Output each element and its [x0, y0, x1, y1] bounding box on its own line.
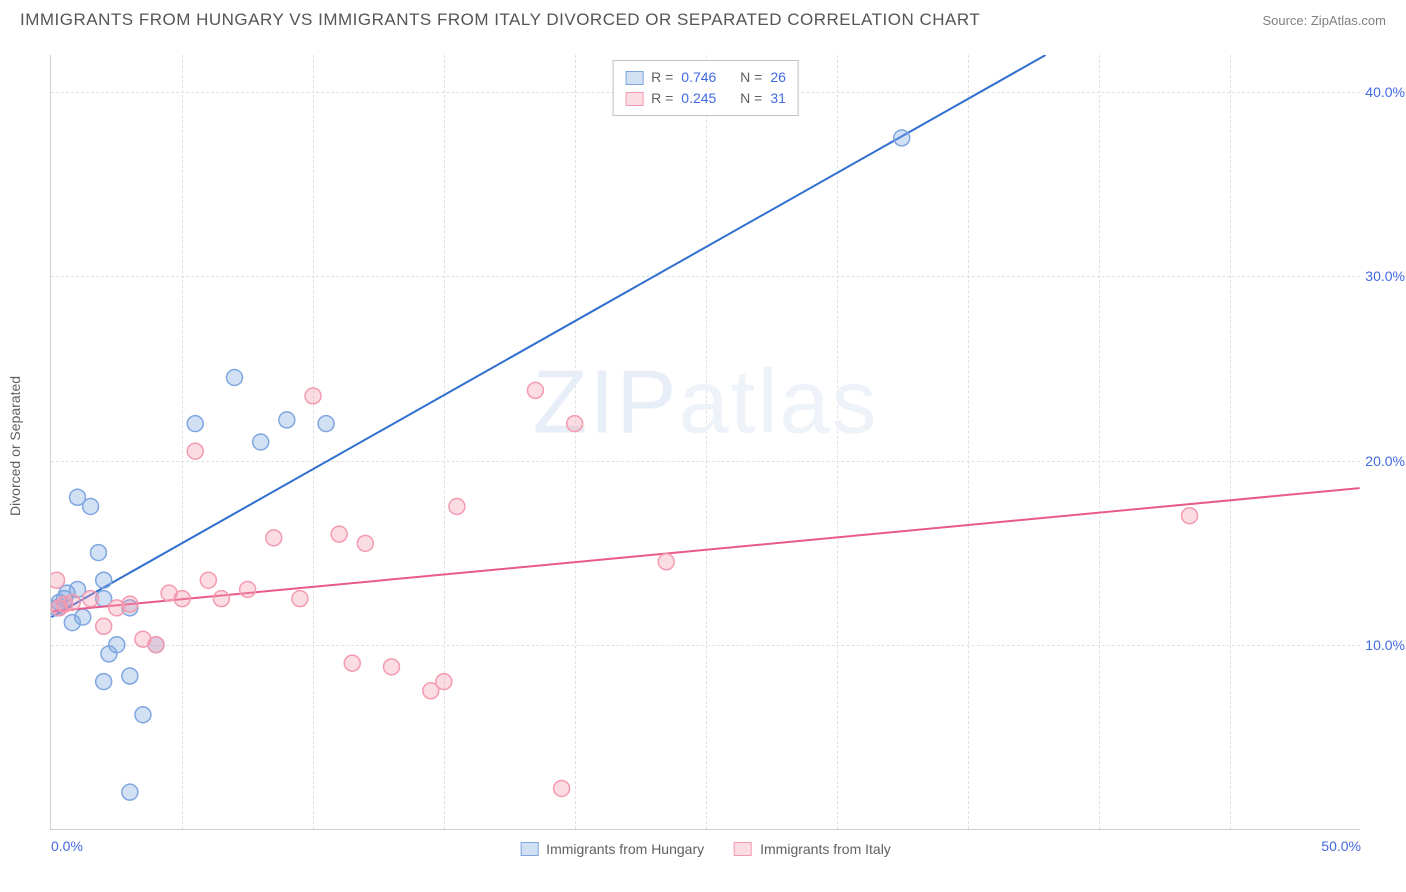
data-point [253, 434, 269, 450]
y-axis-title: Divorced or Separated [7, 376, 23, 516]
data-point [567, 416, 583, 432]
data-point [436, 674, 452, 690]
r-value-hungary: 0.746 [681, 67, 716, 88]
page-title: IMMIGRANTS FROM HUNGARY VS IMMIGRANTS FR… [20, 10, 980, 30]
data-point [658, 554, 674, 570]
data-point [344, 655, 360, 671]
legend-label-hungary: Immigrants from Hungary [546, 841, 704, 857]
n-value-italy: 31 [770, 88, 786, 109]
data-point [292, 591, 308, 607]
data-point [148, 637, 164, 653]
data-point [122, 596, 138, 612]
legend-swatch-hungary [520, 842, 538, 856]
y-tick-label: 20.0% [1365, 453, 1405, 469]
data-point [331, 526, 347, 542]
data-point [83, 499, 99, 515]
data-point [318, 416, 334, 432]
x-tick-label: 50.0% [1321, 838, 1361, 854]
data-point [122, 668, 138, 684]
data-point [305, 388, 321, 404]
data-point [83, 591, 99, 607]
data-point [64, 594, 80, 610]
data-point [96, 618, 112, 634]
data-point [279, 412, 295, 428]
data-point [894, 130, 910, 146]
source-label: Source: ZipAtlas.com [1262, 13, 1386, 28]
r-label: R = [651, 67, 673, 88]
data-point [240, 581, 256, 597]
source-value: ZipAtlas.com [1311, 13, 1386, 28]
chart-plot-area: ZIPatlas R = 0.746 N = 26 R = 0.245 N = … [50, 55, 1360, 830]
legend-stats-row: R = 0.245 N = 31 [625, 88, 786, 109]
legend-item-italy: Immigrants from Italy [734, 841, 891, 857]
data-point [75, 609, 91, 625]
data-point [213, 591, 229, 607]
data-point [527, 382, 543, 398]
data-point [96, 674, 112, 690]
n-label: N = [740, 67, 762, 88]
scatter-plot-svg [51, 55, 1360, 829]
data-point [135, 707, 151, 723]
n-label: N = [740, 88, 762, 109]
legend-stats: R = 0.746 N = 26 R = 0.245 N = 31 [612, 60, 799, 116]
y-tick-label: 10.0% [1365, 637, 1405, 653]
r-value-italy: 0.245 [681, 88, 716, 109]
data-point [200, 572, 216, 588]
data-point [96, 572, 112, 588]
data-point [266, 530, 282, 546]
data-point [554, 780, 570, 796]
data-point [109, 637, 125, 653]
legend-item-hungary: Immigrants from Hungary [520, 841, 704, 857]
data-point [1182, 508, 1198, 524]
r-label: R = [651, 88, 673, 109]
data-point [357, 535, 373, 551]
data-point [122, 784, 138, 800]
n-value-hungary: 26 [770, 67, 786, 88]
legend-label-italy: Immigrants from Italy [760, 841, 891, 857]
data-point [384, 659, 400, 675]
data-point [187, 443, 203, 459]
source-prefix: Source: [1262, 13, 1310, 28]
data-point [187, 416, 203, 432]
legend-series: Immigrants from Hungary Immigrants from … [520, 841, 891, 857]
legend-swatch-italy [734, 842, 752, 856]
legend-stats-row: R = 0.746 N = 26 [625, 67, 786, 88]
data-point [90, 545, 106, 561]
data-point [51, 572, 65, 588]
y-tick-label: 30.0% [1365, 268, 1405, 284]
data-point [227, 370, 243, 386]
y-tick-label: 40.0% [1365, 84, 1405, 100]
legend-swatch-hungary [625, 71, 643, 85]
data-point [449, 499, 465, 515]
legend-swatch-italy [625, 92, 643, 106]
x-tick-label: 0.0% [51, 838, 83, 854]
data-point [174, 591, 190, 607]
